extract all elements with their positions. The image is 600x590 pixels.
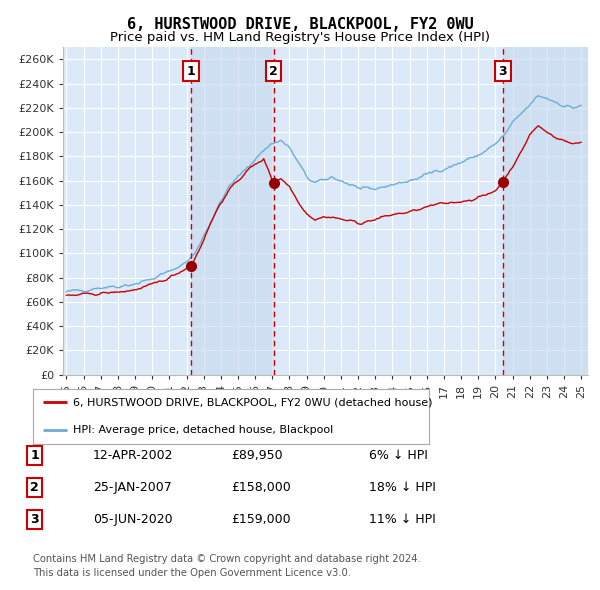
- Text: 1: 1: [187, 65, 196, 78]
- Text: Price paid vs. HM Land Registry's House Price Index (HPI): Price paid vs. HM Land Registry's House …: [110, 31, 490, 44]
- Text: 6, HURSTWOOD DRIVE, BLACKPOOL, FY2 0WU (detached house): 6, HURSTWOOD DRIVE, BLACKPOOL, FY2 0WU (…: [73, 398, 432, 408]
- Text: 1: 1: [31, 449, 39, 462]
- Text: 18% ↓ HPI: 18% ↓ HPI: [369, 481, 436, 494]
- Text: HPI: Average price, detached house, Blackpool: HPI: Average price, detached house, Blac…: [73, 425, 333, 435]
- Text: 25-JAN-2007: 25-JAN-2007: [93, 481, 172, 494]
- Text: £158,000: £158,000: [231, 481, 291, 494]
- Text: £159,000: £159,000: [231, 513, 290, 526]
- Text: This data is licensed under the Open Government Licence v3.0.: This data is licensed under the Open Gov…: [33, 569, 351, 578]
- Text: 2: 2: [31, 481, 39, 494]
- Bar: [191, 47, 274, 375]
- Text: 11% ↓ HPI: 11% ↓ HPI: [369, 513, 436, 526]
- Text: 3: 3: [499, 65, 507, 78]
- Text: 12-APR-2002: 12-APR-2002: [93, 449, 173, 462]
- Text: Contains HM Land Registry data © Crown copyright and database right 2024.: Contains HM Land Registry data © Crown c…: [33, 555, 421, 564]
- Text: 05-JUN-2020: 05-JUN-2020: [93, 513, 173, 526]
- Text: 3: 3: [31, 513, 39, 526]
- Text: £89,950: £89,950: [231, 449, 283, 462]
- Text: 6, HURSTWOOD DRIVE, BLACKPOOL, FY2 0WU: 6, HURSTWOOD DRIVE, BLACKPOOL, FY2 0WU: [127, 17, 473, 31]
- Text: 2: 2: [269, 65, 278, 78]
- Bar: [503, 47, 588, 375]
- Text: 6% ↓ HPI: 6% ↓ HPI: [369, 449, 428, 462]
